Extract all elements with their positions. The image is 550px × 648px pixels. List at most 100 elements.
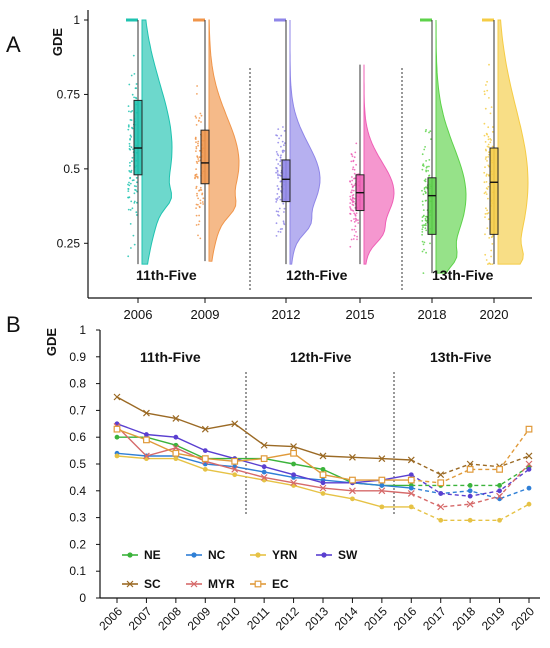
violin-raw-point <box>283 150 286 152</box>
violin-raw-point <box>129 182 132 185</box>
violin-raw-point <box>352 238 355 240</box>
violin-raw-point <box>127 183 129 186</box>
violin-raw-point <box>491 126 494 128</box>
panel-b-y-tick-label: 0.7 <box>69 403 86 417</box>
violin-raw-point <box>422 204 424 206</box>
series-point-YRN <box>467 517 473 523</box>
violin-raw-point <box>491 131 494 133</box>
violin-raw-point <box>136 190 138 193</box>
violin-raw-point <box>283 130 286 132</box>
violin-raw-point <box>425 191 427 194</box>
violin-raw-point <box>487 218 490 221</box>
violin-raw-point <box>424 130 427 133</box>
violin-raw-point <box>488 237 491 239</box>
series-point-SC <box>201 425 209 433</box>
violin-raw-point <box>199 199 202 202</box>
series-point-SC <box>260 441 268 449</box>
legend-label-NC: NC <box>208 548 226 562</box>
series-point-SW <box>291 472 296 478</box>
violin-raw-point <box>423 214 425 217</box>
violin-raw-point <box>484 253 487 256</box>
violin-raw-point <box>486 209 488 212</box>
series-point-MYR <box>231 465 239 473</box>
violin-raw-point <box>353 184 356 187</box>
violin-raw-point <box>277 188 280 191</box>
series-point-YRN <box>320 491 326 496</box>
box-iqr-2006 <box>133 99 143 176</box>
series-line-dashed-EC <box>411 428 530 484</box>
box-iqr-2009 <box>200 129 210 185</box>
series-point-NE <box>467 483 473 488</box>
violin-raw-point <box>422 243 425 246</box>
violin-raw-point <box>486 80 488 83</box>
violin-raw-point <box>199 237 202 240</box>
violin-raw-point <box>127 124 130 127</box>
violin-raw-point <box>282 202 285 205</box>
violin-raw-point <box>429 130 432 133</box>
series-line-dashed-MYR <box>411 463 530 508</box>
violin-raw-point <box>132 234 135 237</box>
violin-raw-point <box>195 124 198 126</box>
violin-raw-point <box>349 195 352 198</box>
violin-raw-point <box>423 248 425 251</box>
series-SC <box>113 393 533 479</box>
violin-raw-point <box>127 188 130 190</box>
series-point-EC <box>231 457 239 465</box>
violin-raw-point <box>200 189 203 191</box>
violin-raw-point <box>277 154 280 157</box>
violin-raw-point <box>486 188 489 190</box>
violin-density-2006 <box>141 19 173 265</box>
series-point-MYR <box>319 484 327 492</box>
violin-raw-point <box>194 115 197 118</box>
violin-raw-point <box>132 54 135 57</box>
violin-raw-point <box>129 138 132 141</box>
violin-raw-point <box>425 170 428 173</box>
violin-raw-point <box>485 175 488 177</box>
violin-raw-point <box>426 165 428 168</box>
series-point-SW <box>438 491 444 496</box>
panel-b-y-tick-label: 0.4 <box>69 484 86 498</box>
series-point-EC <box>378 476 386 484</box>
violin-raw-point <box>135 214 138 216</box>
violin-group-2020 <box>482 18 529 265</box>
violin-raw-point <box>201 192 204 195</box>
violin-raw-point <box>199 112 202 115</box>
legend-marker-SW <box>321 552 327 558</box>
violin-raw-point <box>428 159 431 161</box>
violin-raw-point <box>356 238 358 241</box>
panel-b-x-tick-label: 2012 <box>273 604 302 633</box>
violin-raw-point <box>425 220 428 222</box>
violin-raw-point <box>275 151 278 153</box>
violin-raw-point <box>485 132 488 135</box>
series-point-SW <box>408 472 414 478</box>
violin-raw-point <box>487 156 489 158</box>
violin-raw-point <box>129 148 132 151</box>
panel-b-y-tick-label: 0.1 <box>69 564 86 578</box>
panel-b-x-tick-label: 2014 <box>332 604 361 633</box>
violin-raw-point <box>127 190 130 193</box>
series-point-MYR <box>143 452 150 460</box>
violin-raw-point <box>423 241 426 244</box>
violin-raw-point <box>130 136 133 138</box>
violin-raw-point <box>128 142 131 145</box>
violin-raw-point <box>129 223 132 225</box>
violin-raw-point <box>280 154 282 157</box>
panel-b-x-tick-label: 2009 <box>185 604 214 633</box>
violin-raw-point <box>351 179 354 182</box>
violin-raw-point <box>196 156 199 159</box>
violin-raw-point <box>483 90 486 93</box>
violin-raw-point <box>425 160 427 162</box>
violin-raw-point <box>133 73 136 75</box>
violin-raw-point <box>353 177 356 180</box>
series-point-EC <box>201 455 209 463</box>
violin-raw-point <box>354 214 357 217</box>
violin-raw-point <box>424 178 427 181</box>
violin-raw-point <box>127 208 130 211</box>
violin-raw-point <box>195 117 198 119</box>
panel-a-x-tick-label: 2020 <box>480 307 509 322</box>
violin-raw-point <box>427 169 429 172</box>
violin-raw-point <box>351 198 354 200</box>
violin-raw-point <box>488 174 490 177</box>
violin-raw-point <box>491 235 494 238</box>
